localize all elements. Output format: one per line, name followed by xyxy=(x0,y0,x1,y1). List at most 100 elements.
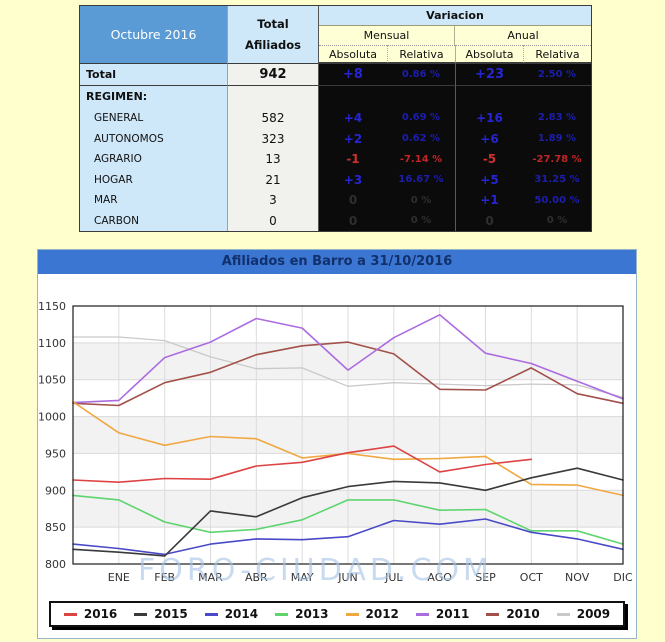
variation-relative-cell: 0.62 % xyxy=(387,128,455,149)
row-label-general: GENERAL xyxy=(80,107,228,128)
variation-absolute-cell: +23 xyxy=(455,63,523,86)
series-line-2015 xyxy=(72,467,624,557)
annual-absolute-header: Absoluta xyxy=(455,45,523,63)
legend-dash-icon xyxy=(204,612,218,616)
variation-relative-cell: 1.89 % xyxy=(523,128,591,149)
legend-label: 2011 xyxy=(435,607,470,621)
series-line-2010 xyxy=(72,341,624,407)
monthly-relative-header: Relativa xyxy=(387,45,455,63)
y-tick-label: 850 xyxy=(45,521,66,534)
x-tick-label: NOV xyxy=(565,571,590,584)
x-tick-label: JUN xyxy=(337,571,358,584)
variation-relative-cell: 50.00 % xyxy=(523,190,591,210)
variation-relative-cell: 2.50 % xyxy=(523,63,591,86)
row-total-value: 13 xyxy=(228,149,319,169)
legend-item-2012: 2012 xyxy=(345,607,399,621)
series-line-2011 xyxy=(72,313,624,404)
variation-relative-cell: 0 % xyxy=(387,210,455,231)
variation-absolute-cell: +5 xyxy=(455,169,523,190)
variation-relative-cell xyxy=(387,86,455,107)
x-tick-label: AGO xyxy=(427,571,452,584)
x-tick-label: SEP xyxy=(475,571,496,584)
variation-relative-cell xyxy=(523,86,591,107)
variation-relative-cell: 0 % xyxy=(387,190,455,210)
legend-box: 2016 2015 2014 2013 2012 2011 2010 2009 xyxy=(48,601,626,627)
annual-header: Anual xyxy=(455,26,591,45)
legend-dash-icon xyxy=(275,612,289,616)
legend-item-2015: 2015 xyxy=(134,607,188,621)
x-tick-label: DIC xyxy=(613,571,633,584)
series-line-2013 xyxy=(72,494,624,545)
variation-absolute-cell: +6 xyxy=(455,128,523,149)
legend-item-2014: 2014 xyxy=(204,607,259,621)
row-label-regimen: REGIMEN: xyxy=(80,86,228,107)
legend-item-2010: 2010 xyxy=(486,607,540,621)
x-tick-label: JUL xyxy=(384,571,403,584)
y-tick-label: 1050 xyxy=(38,374,66,387)
legend-label: 2015 xyxy=(154,607,188,621)
variation-absolute-cell: +8 xyxy=(319,63,387,86)
row-label-autonomos: AUTONOMOS xyxy=(80,128,228,149)
legend-item-2013: 2013 xyxy=(275,607,329,621)
variation-relative-cell: -7.14 % xyxy=(387,149,455,169)
y-tick-label: 950 xyxy=(45,447,66,460)
variation-relative-cell: 31.25 % xyxy=(523,169,591,190)
x-tick-label: ENE xyxy=(108,571,130,584)
y-tick-label: 900 xyxy=(45,484,66,497)
legend-item-2011: 2011 xyxy=(415,607,470,621)
total-header-line2: Afiliados xyxy=(244,37,302,52)
row-total-value: 0 xyxy=(228,210,319,231)
variation-relative-cell: 2.83 % xyxy=(523,107,591,128)
x-tick-label: MAY xyxy=(291,571,314,584)
series-line-2016 xyxy=(72,445,533,483)
table-total-header: Total Afiliados xyxy=(228,6,319,63)
variation-absolute-cell: +1 xyxy=(455,190,523,210)
legend-dash-icon xyxy=(486,612,500,616)
y-tick-label: 800 xyxy=(45,558,66,571)
variation-relative-cell: 0.69 % xyxy=(387,107,455,128)
variation-absolute-cell: +16 xyxy=(455,107,523,128)
row-label-total: Total xyxy=(80,63,228,86)
variation-absolute-cell: +4 xyxy=(319,107,387,128)
chart-panel: Afiliados en Barro a 31/10/2016 800 850 90… xyxy=(37,249,637,639)
annual-relative-header: Relativa xyxy=(523,45,591,63)
x-tick-label: ABR xyxy=(245,571,268,584)
variation-absolute-cell: +3 xyxy=(319,169,387,190)
legend-label: 2012 xyxy=(365,607,399,621)
legend-label: 2016 xyxy=(83,607,118,621)
variation-relative-cell: 0.86 % xyxy=(387,63,455,86)
variation-relative-cell: -27.78 % xyxy=(523,149,591,169)
x-tick-label: OCT xyxy=(520,571,543,584)
y-tick-label: 1150 xyxy=(38,300,66,313)
x-tick-label: FEB xyxy=(154,571,175,584)
row-total-value: 942 xyxy=(228,63,319,86)
table-month-header: Octubre 2016 xyxy=(80,6,228,63)
row-total-value: 21 xyxy=(228,169,319,190)
row-label-agrario: AGRARIO xyxy=(80,149,228,169)
legend-item-2009: 2009 xyxy=(556,607,611,621)
legend-dash-icon xyxy=(345,612,359,616)
row-total-value: 3 xyxy=(228,190,319,210)
chart-legend: 2016 2015 2014 2013 2012 2011 2010 2009 xyxy=(38,601,636,627)
variation-absolute-cell: -1 xyxy=(319,149,387,169)
legend-item-2016: 2016 xyxy=(63,607,118,621)
variation-absolute-cell xyxy=(319,86,387,107)
variation-absolute-cell: -5 xyxy=(455,149,523,169)
row-label-carbon: CARBON xyxy=(80,210,228,231)
monthly-absolute-header: Absoluta xyxy=(319,45,387,63)
legend-label: 2009 xyxy=(576,607,611,621)
variation-absolute-cell: 0 xyxy=(319,190,387,210)
row-total-value xyxy=(228,86,319,107)
row-label-hogar: HOGAR xyxy=(80,169,228,190)
legend-dash-icon xyxy=(556,612,570,616)
y-tick-label: 1100 xyxy=(38,337,66,350)
legend-dash-icon xyxy=(63,612,77,616)
variation-relative-cell: 16.67 % xyxy=(387,169,455,190)
legend-dash-icon xyxy=(415,612,429,616)
legend-label: 2014 xyxy=(224,607,259,621)
row-total-value: 582 xyxy=(228,107,319,128)
chart-title: Afiliados en Barro a 31/10/2016 xyxy=(38,250,636,274)
row-label-mar: MAR xyxy=(80,190,228,210)
x-tick-label: MAR xyxy=(198,571,223,584)
affiliation-table: Octubre 2016 Total Afiliados Variacion M… xyxy=(79,5,592,232)
